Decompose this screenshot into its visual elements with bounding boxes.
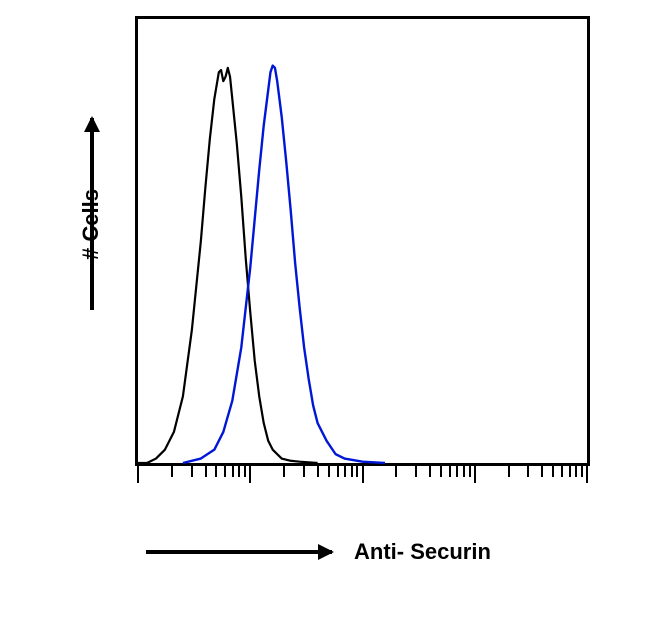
x-tick-minor [356,463,358,477]
x-tick-minor [303,463,305,477]
x-tick-minor [238,463,240,477]
x-tick-minor [171,463,173,477]
x-tick-major [249,463,251,483]
x-tick-minor [191,463,193,477]
x-tick-minor [508,463,510,477]
x-tick-minor [575,463,577,477]
x-tick-minor [581,463,583,477]
y-axis-label: # Cells [78,189,104,260]
x-tick-minor [552,463,554,477]
x-axis-arrow [146,550,332,554]
x-tick-minor [456,463,458,477]
x-tick-major [586,463,588,483]
x-tick-minor [463,463,465,477]
x-tick-minor [328,463,330,477]
x-tick-minor [569,463,571,477]
x-tick-minor [527,463,529,477]
x-tick-minor [317,463,319,477]
x-tick-minor [440,463,442,477]
histogram-curves [138,19,593,469]
x-tick-minor [215,463,217,477]
x-tick-minor [232,463,234,477]
x-tick-minor [395,463,397,477]
x-tick-minor [337,463,339,477]
chart-canvas: # Cells Anti- Securin [40,10,630,600]
x-tick-major [362,463,364,483]
x-axis-label: Anti- Securin [354,539,491,565]
x-tick-minor [224,463,226,477]
x-tick-minor [541,463,543,477]
x-tick-minor [415,463,417,477]
x-tick-minor [283,463,285,477]
x-tick-minor [429,463,431,477]
x-tick-minor [351,463,353,477]
curve-control [138,68,318,463]
x-tick-minor [449,463,451,477]
x-tick-minor [469,463,471,477]
x-tick-minor [344,463,346,477]
curve-anti-securin [183,66,385,463]
x-tick-major [474,463,476,483]
x-tick-major [137,463,139,483]
x-tick-minor [244,463,246,477]
x-tick-minor [561,463,563,477]
x-tick-minor [205,463,207,477]
